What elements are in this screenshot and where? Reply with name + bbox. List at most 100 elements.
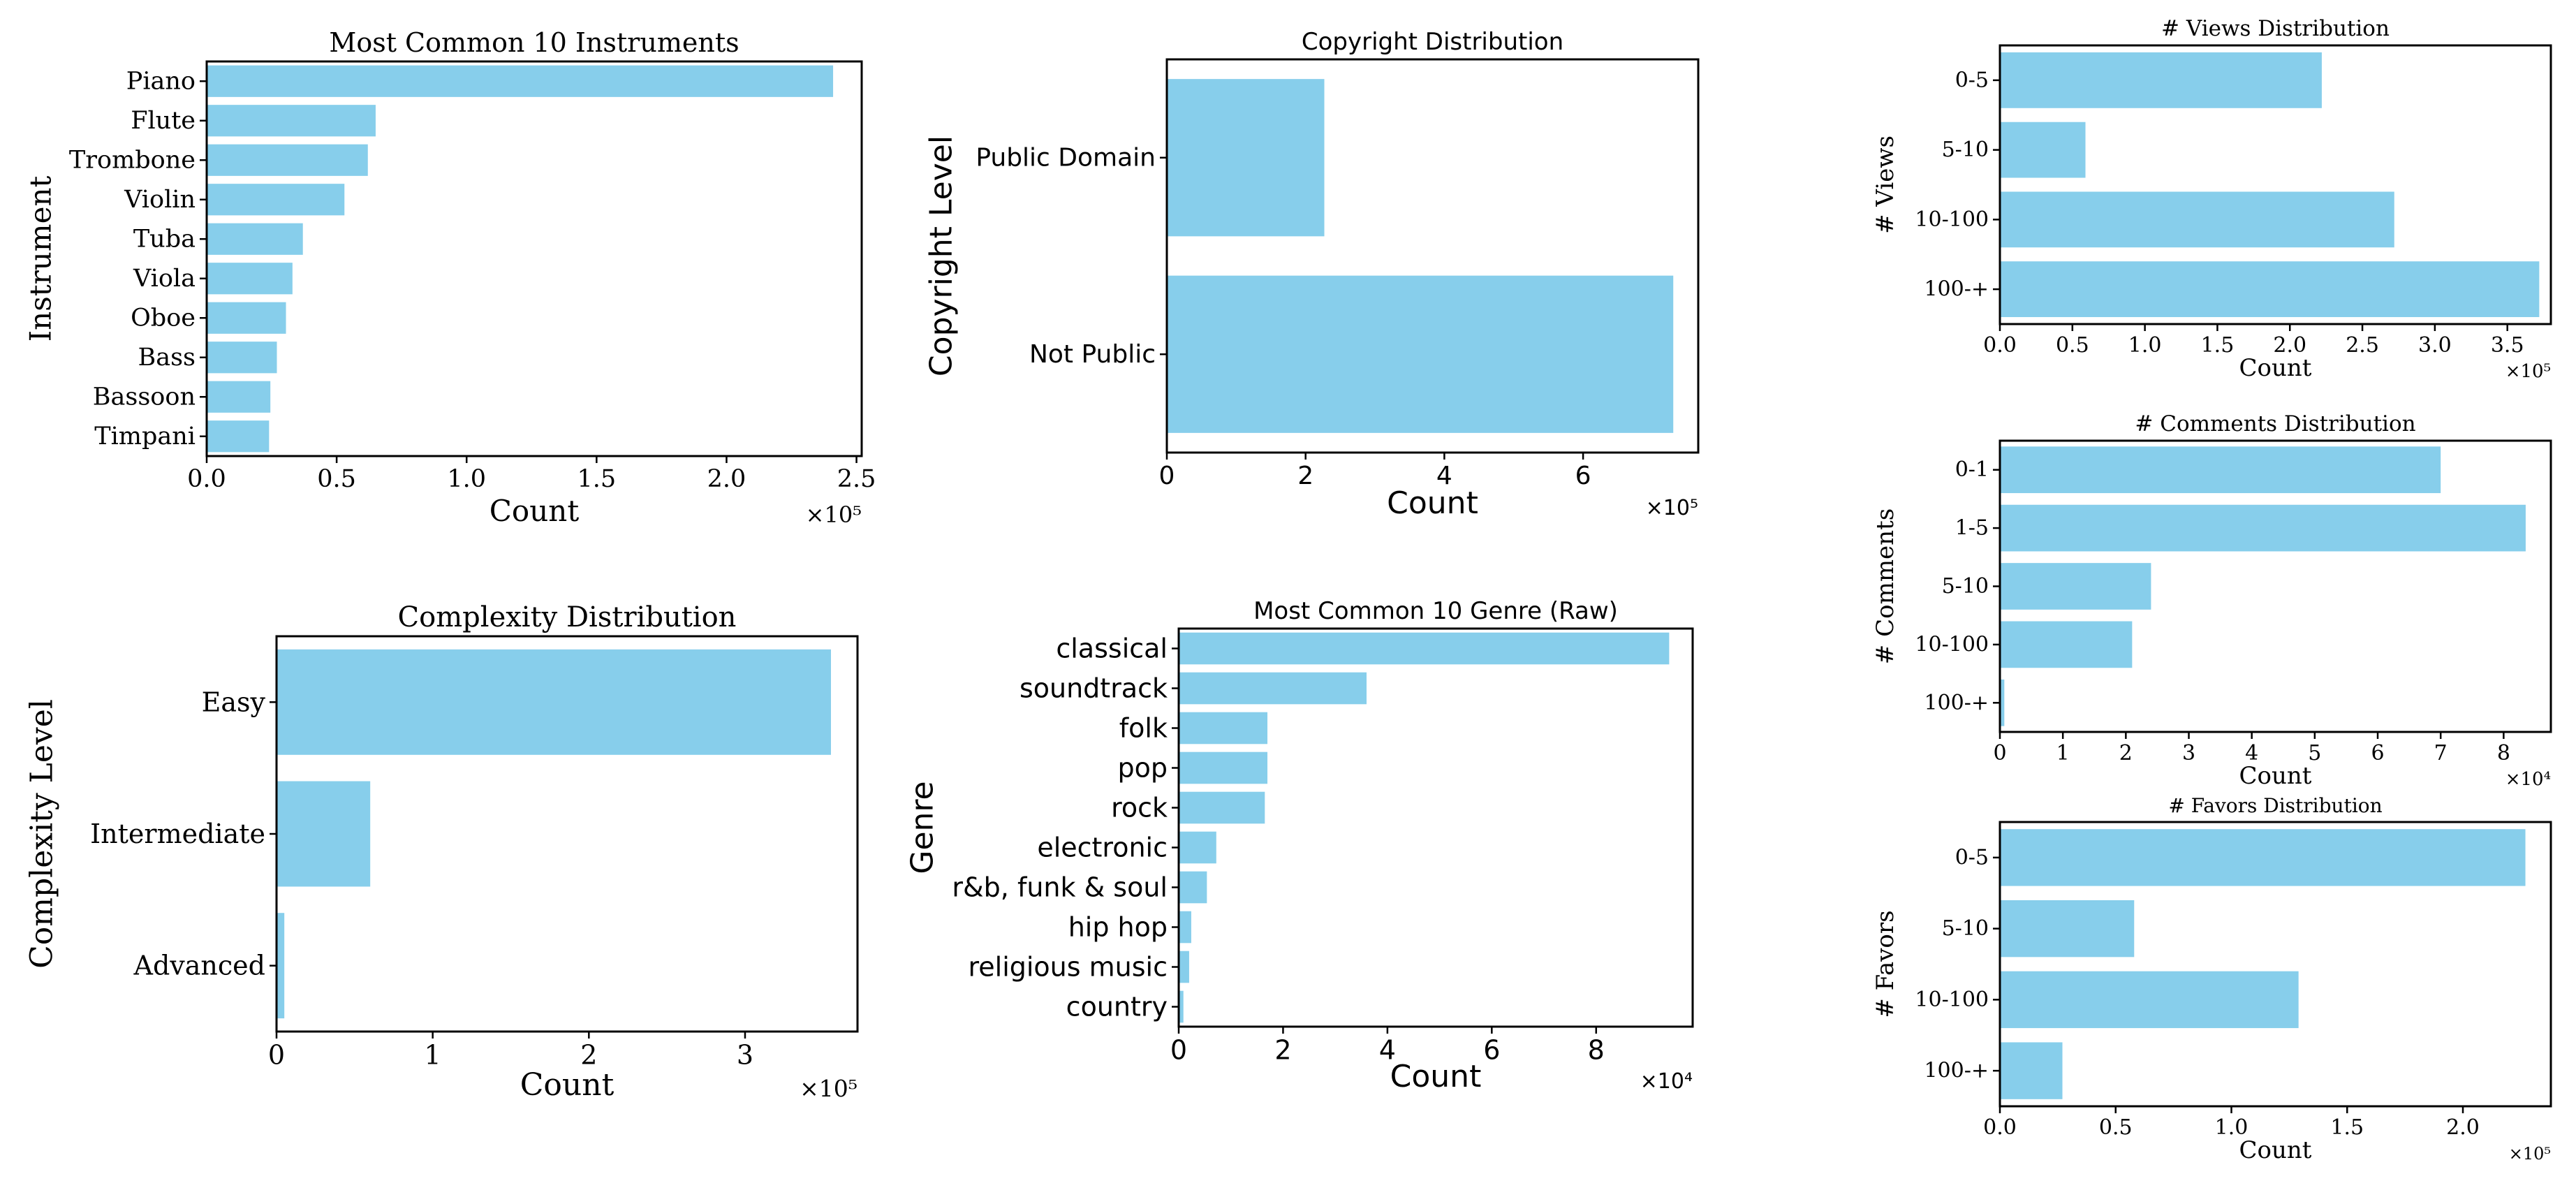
xtick-label: 1.5 — [2201, 333, 2235, 358]
ytick-label: 5-10 — [1942, 916, 1989, 941]
xtick-label: 5 — [2308, 741, 2321, 765]
ytick-label: electronic — [1037, 832, 1168, 863]
axes-frame — [1999, 44, 2552, 325]
chart-title: # Favors Distribution — [2168, 794, 2382, 817]
ytick-label: rock — [1111, 793, 1168, 823]
xtick-label: 0 — [1159, 462, 1175, 490]
ytick-label: 5-10 — [1942, 574, 1989, 599]
ytick-label: 10-100 — [1915, 632, 1989, 656]
xtick-label: 3.0 — [2418, 333, 2452, 358]
bar-genre-9 — [1179, 990, 1184, 1023]
bar-views-0 — [2000, 52, 2322, 108]
xtick-label: 6 — [2371, 741, 2384, 765]
axis-offset-text: ×10⁵ — [2509, 1144, 2551, 1164]
ytick-label: Intermediate — [90, 819, 265, 849]
ytick-label: folk — [1119, 713, 1168, 744]
bar-comments-4 — [2000, 679, 2005, 726]
bar-favors-1 — [2000, 900, 2135, 958]
ytick-label: 10-100 — [1915, 988, 1989, 1012]
bar-complexity-0 — [277, 649, 831, 755]
ytick-label: 5-10 — [1942, 138, 1989, 162]
bar-instruments-9 — [207, 420, 270, 453]
xtick-label: 0.0 — [1983, 333, 2017, 358]
bar-copyright-1 — [1167, 275, 1674, 433]
y-axis-label: Copyright Level — [924, 135, 959, 376]
ytick-label: Violin — [124, 186, 196, 214]
xtick-label: 2.0 — [707, 465, 746, 493]
xtick-label: 0 — [1993, 741, 2006, 765]
xtick-label: 0.0 — [187, 465, 226, 493]
x-axis-label: Count — [490, 494, 580, 528]
ytick-label: r&b, funk & soul — [952, 872, 1168, 903]
bar-views-2 — [2000, 191, 2394, 248]
y-axis-label: # Comments — [1871, 508, 1899, 664]
chart-title: Complexity Distribution — [398, 601, 737, 633]
bar-comments-3 — [2000, 621, 2133, 668]
bar-views-1 — [2000, 122, 2086, 178]
ytick-label: Tuba — [133, 225, 196, 253]
xtick-label: 2.5 — [2346, 333, 2379, 358]
x-axis-label: Count — [1387, 485, 1478, 521]
xtick-label: 8 — [2497, 741, 2510, 765]
chart-title: Most Common 10 Instruments — [329, 27, 739, 58]
axes-frame — [1165, 58, 1700, 454]
xtick-label: 0 — [1170, 1034, 1187, 1065]
chart-title: # Views Distribution — [2161, 16, 2390, 41]
xtick-label: 2 — [580, 1039, 597, 1070]
ytick-label: 10-100 — [1915, 207, 1989, 232]
axes-frame — [1999, 439, 2552, 733]
ytick-label: Piano — [126, 67, 196, 95]
xtick-label: 3 — [2182, 741, 2195, 765]
ytick-label: Viola — [133, 265, 196, 293]
xtick-label: 0.5 — [2099, 1115, 2133, 1140]
ytick-label: hip hop — [1068, 912, 1168, 943]
y-axis-label: Complexity Level — [24, 699, 60, 969]
xtick-label: 4 — [1379, 1034, 1396, 1065]
ytick-label: 100-+ — [1924, 277, 1989, 302]
copyright-chart: Public Domain Not Public 0 2 4 6 Copyright Dis… — [924, 28, 1700, 521]
ytick-label: Oboe — [131, 304, 196, 332]
ytick-label: Public Domain — [976, 143, 1156, 172]
axes-frame — [1177, 627, 1694, 1028]
xtick-label: 2.5 — [837, 465, 876, 493]
y-axis-label: Instrument — [24, 175, 58, 342]
xtick-label: 1 — [425, 1039, 441, 1070]
axis-offset-text: ×10⁵ — [806, 501, 862, 528]
chart-title: Copyright Distribution — [1302, 28, 1563, 56]
xtick-label: 0.5 — [317, 465, 356, 493]
ytick-label: 100-+ — [1924, 691, 1989, 715]
favors-chart: 0-5 5-10 10-100 100-+ 0.0 0.5 1.0 1.5 2.0 # Favor… — [1871, 794, 2552, 1164]
ytick-label: Easy — [202, 687, 266, 717]
axis-offset-text: ×10⁵ — [2505, 361, 2551, 382]
xtick-label: 2 — [1274, 1034, 1291, 1065]
xtick-label: 1.0 — [2215, 1115, 2249, 1140]
ytick-label: Trombone — [69, 146, 196, 174]
ytick-label: 0-5 — [1955, 845, 1989, 870]
xtick-label: 2 — [1297, 462, 1313, 490]
xtick-label: 1.0 — [447, 465, 486, 493]
axis-offset-text: ×10⁵ — [1646, 496, 1698, 520]
ytick-label: 1-5 — [1955, 516, 1989, 541]
x-axis-label: Count — [520, 1067, 614, 1103]
ytick-label: classical — [1056, 633, 1168, 664]
ytick-label: 0-1 — [1955, 457, 1989, 482]
bar-instruments-8 — [207, 381, 271, 413]
bar-genre-5 — [1179, 831, 1216, 864]
xtick-label: 0.5 — [2056, 333, 2089, 358]
xtick-label: 3 — [737, 1039, 753, 1070]
bar-instruments-1 — [207, 105, 376, 137]
y-axis-label: # Views — [1871, 135, 1899, 234]
xtick-label: 4 — [2245, 741, 2258, 765]
xtick-label: 2.0 — [2273, 333, 2306, 358]
xtick-label: 1 — [2056, 741, 2070, 765]
genre-chart: classical soundtrack folk pop rock electronic… — [905, 597, 1694, 1094]
xtick-label: 2.0 — [2446, 1115, 2480, 1140]
bar-instruments-0 — [207, 65, 834, 97]
ytick-label: Bass — [138, 344, 196, 372]
ytick-label: Timpani — [94, 423, 196, 450]
bar-instruments-4 — [207, 223, 303, 255]
xtick-label: 7 — [2434, 741, 2448, 765]
bar-genre-8 — [1179, 951, 1189, 983]
xtick-label: 4 — [1436, 462, 1452, 490]
xtick-label: 6 — [1575, 462, 1591, 490]
